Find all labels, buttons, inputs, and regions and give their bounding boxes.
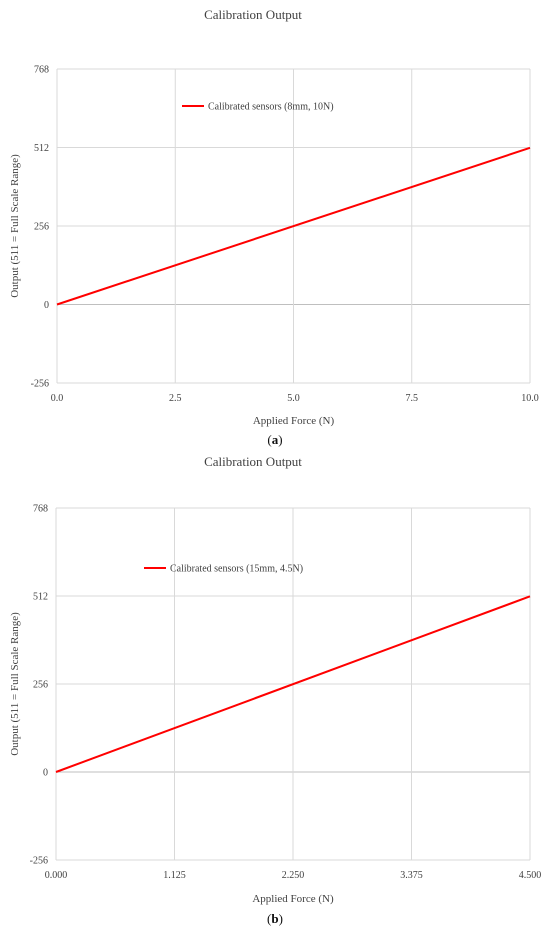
caption-close: )	[278, 432, 283, 447]
y-tick-label: 768	[34, 65, 49, 76]
y-tick-label: 768	[33, 504, 48, 515]
x-axis-title: Applied Force (N)	[252, 893, 334, 905]
y-tick-label: 0	[43, 768, 48, 779]
x-tick-label: 5.0	[287, 393, 300, 404]
y-tick-label: 256	[33, 680, 48, 691]
chart-panel-b: Calibration Output -256 0 256 512 768 0.000 1.1…	[0, 452, 550, 934]
chart-svg-b: Calibration Output -256 0 256 512 768 0.000 1.1…	[9, 454, 542, 905]
chart-panel-a: Calibration Output -256 0 256 512 768 0.0 2.5 5.…	[0, 0, 550, 455]
y-tick-label: 256	[34, 222, 49, 233]
y-tick-label: 512	[33, 592, 48, 603]
caption-close: )	[278, 911, 283, 926]
y-axis-title: Output (511 = Full Scale Range)	[9, 612, 21, 756]
x-tick-label: 4.500	[519, 870, 542, 881]
caption-b: (b)	[255, 911, 295, 927]
y-tick-label: -256	[30, 856, 48, 867]
chart-title: Calibration Output	[204, 454, 302, 469]
series-line	[55, 595, 531, 773]
x-tick-label: 1.125	[163, 870, 186, 881]
y-axis-title: Output (511 = Full Scale Range)	[9, 154, 21, 298]
legend-label: Calibrated sensors (15mm, 4.5N)	[170, 564, 303, 575]
x-axis-title: Applied Force (N)	[253, 415, 335, 427]
x-tick-label: 0.0	[51, 393, 64, 404]
caption-open: (	[267, 432, 272, 447]
y-tick-label: 512	[34, 143, 49, 154]
series-line	[56, 146, 531, 306]
caption-letter: b	[271, 911, 279, 926]
chart-svg-a: Calibration Output -256 0 256 512 768 0.0 2.5 5.…	[9, 7, 539, 427]
x-tick-label: 2.5	[169, 393, 182, 404]
x-tick-label: 2.250	[282, 870, 305, 881]
y-tick-label: -256	[31, 379, 49, 390]
x-tick-label: 10.0	[521, 393, 539, 404]
caption-open: (	[267, 911, 272, 926]
chart-title: Calibration Output	[204, 7, 302, 22]
y-tick-label: 0	[44, 300, 49, 311]
legend-label: Calibrated sensors (8mm, 10N)	[208, 102, 334, 113]
x-tick-label: 0.000	[45, 870, 68, 881]
caption-a: (a)	[255, 432, 295, 448]
caption-letter: a	[271, 432, 279, 447]
x-tick-label: 7.5	[406, 393, 419, 404]
x-tick-label: 3.375	[400, 870, 423, 881]
